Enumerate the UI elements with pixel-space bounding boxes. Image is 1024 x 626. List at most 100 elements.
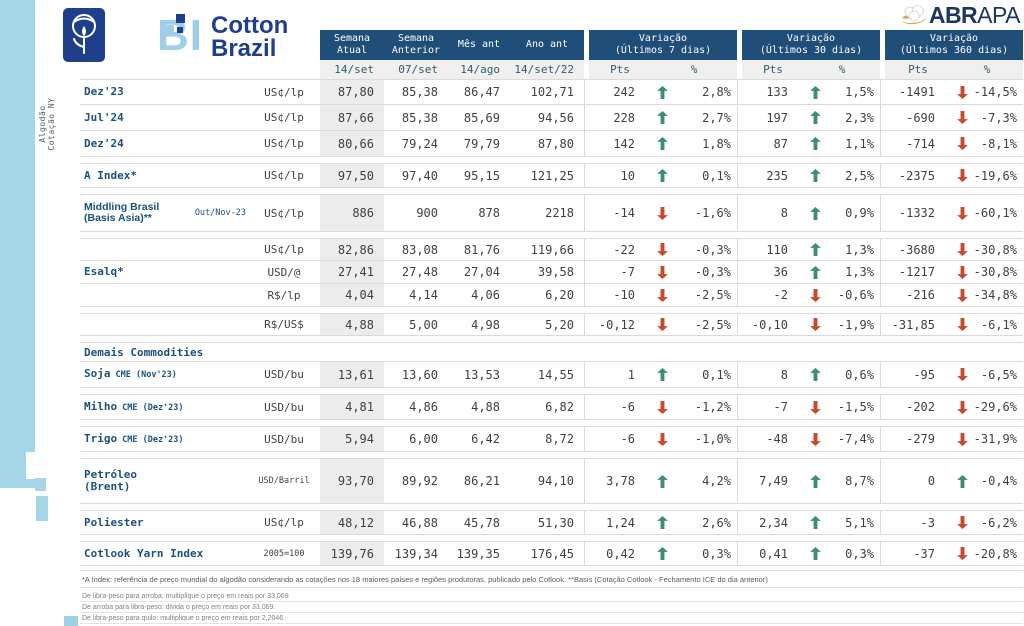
trend-arrow-icon — [657, 111, 668, 124]
var360-pts: -1491 — [898, 85, 935, 99]
var30-pts: -48 — [766, 432, 788, 446]
trend-arrow-icon — [657, 169, 668, 182]
var360-pts: -279 — [906, 432, 935, 446]
var360-pct: -14,5% — [951, 80, 1023, 104]
row-label: Poliester — [84, 515, 144, 529]
var7-pct: 0,1% — [651, 362, 737, 387]
trend-arrow-icon — [657, 288, 668, 302]
var7-pct: 2,8% — [651, 80, 737, 104]
table-row: Poliester US¢/lp 48,12 46,88 45,78 51,30… — [80, 510, 1023, 535]
table-row: R$/US$ 4,88 5,00 4,98 5,20 -0,12 -2,5% -… — [80, 313, 1023, 336]
var7-pct: 0,1% — [651, 164, 737, 187]
date-previous-month: 14/ago — [448, 60, 510, 79]
decor-square — [35, 478, 46, 491]
trend-arrow-icon — [957, 400, 968, 414]
row-label: Esalq* — [84, 265, 124, 278]
value-current-week: 82,86 — [320, 239, 384, 260]
row-label-cell: Jul'24 — [80, 105, 248, 130]
conversion-note: De arroba para libra-peso: divida o preç… — [80, 602, 1023, 613]
value-previous-week: 4,14 — [409, 288, 438, 302]
value-previous-week: 13,60 — [401, 367, 438, 382]
var360-pct-value: -31,9% — [973, 432, 1017, 446]
date-current-week: 14/set — [320, 60, 384, 79]
var30-pct-value: 1,1% — [845, 136, 874, 151]
trend-arrow-icon — [957, 111, 968, 124]
value-previous-week: 85,38 — [401, 85, 438, 99]
var30-pct: 0,3% — [804, 542, 880, 565]
var360-pct: -30,8% — [951, 261, 1023, 283]
var7-pct-value: -0,3% — [694, 242, 731, 257]
var30-pct-value: -1,5% — [837, 400, 874, 414]
var7-pts: -10 — [613, 288, 635, 302]
value-previous-year: 2218 — [545, 206, 574, 220]
trend-arrow-icon — [657, 516, 668, 529]
var360-pct: -31,9% — [951, 427, 1023, 451]
trend-arrow-icon — [810, 85, 821, 99]
var360-pct: -6,5% — [951, 362, 1023, 387]
table-row: Petróleo (Brent) USD/Barril 93,70 89,92 … — [80, 458, 1023, 504]
var360-pct-value: -14,5% — [973, 85, 1017, 99]
column-divider — [737, 427, 742, 451]
var360-pts: -3680 — [898, 242, 935, 257]
var360-pct-value: -7,3% — [980, 110, 1017, 125]
var30-pct-value: 1,3% — [845, 265, 874, 279]
var360-pts: -95 — [913, 367, 935, 382]
row-label: Petróleo — [84, 468, 137, 481]
col-header-semana-atual: Semana Atual — [320, 30, 384, 60]
table-row: Soja CME (Nov'23) USD/bu 13,61 13,60 13,5… — [80, 362, 1023, 388]
column-divider — [880, 314, 885, 335]
column-divider — [880, 239, 885, 260]
var360-pts: -202 — [906, 400, 935, 414]
var360-pts: -37 — [913, 546, 935, 561]
var360-pct: -7,3% — [951, 105, 1023, 130]
column-divider — [737, 511, 742, 534]
var360-pct: -34,8% — [951, 284, 1023, 306]
value-current-week: 48,12 — [320, 511, 384, 534]
row-label-sub: CME (Dez'23) — [122, 434, 184, 445]
value-previous-week: 97,40 — [401, 168, 438, 183]
abrapa-flower-icon — [900, 4, 927, 24]
conversion-note: De libra-peso para arroba: multiplique o… — [80, 591, 1023, 602]
var30-pct: 0,9% — [804, 195, 880, 231]
var30-pct-value: 5,1% — [845, 515, 874, 530]
var30-pct-value: 0,6% — [845, 367, 874, 382]
var7-pct: -1,2% — [651, 395, 737, 419]
var7-pct-value: 2,6% — [702, 515, 731, 530]
column-divider — [880, 284, 885, 306]
value-previous-month: 85,69 — [463, 110, 500, 125]
var360-pts: -216 — [906, 288, 935, 302]
table-row: R$/lp 4,04 4,14 4,06 6,20 -10 -2,5% -2 -… — [80, 284, 1023, 307]
column-divider — [584, 511, 589, 534]
column-divider — [880, 131, 885, 156]
var7-pct: 2,7% — [651, 105, 737, 130]
var7-pct-value: -0,3% — [694, 265, 731, 279]
table-row: Dez'24 US¢/lp 80,66 79,24 79,79 87,80 14… — [80, 131, 1023, 157]
table-row: Dez'23 US¢/lp 87,80 85,38 86,47 102,71 2… — [80, 79, 1023, 105]
column-divider — [880, 195, 885, 231]
unit-label: USD/Barril — [258, 476, 310, 486]
unit-label: US¢/lp — [264, 169, 304, 182]
var360-pct-value: -6,1% — [980, 317, 1017, 332]
var30-pts: 110 — [766, 242, 788, 257]
col-header-mes-ant: Mês ant — [448, 30, 510, 60]
value-previous-week: 4,86 — [409, 400, 438, 414]
var30-pts: 0,41 — [759, 546, 788, 561]
table-subheader: 14/set 07/set 14/ago 14/set/22 Pts % Pts… — [80, 60, 1023, 79]
value-current-week: 93,70 — [320, 459, 384, 503]
var360-pts: 0 — [927, 474, 935, 488]
column-divider — [737, 195, 742, 231]
value-previous-month: 4,98 — [471, 317, 500, 332]
var7-pts: -6 — [620, 432, 635, 446]
var360-pts: -2375 — [898, 168, 935, 183]
table-row: Trigo CME (Dez'23) USD/bu 5,94 6,00 6,42 … — [80, 426, 1023, 452]
trend-arrow-icon — [957, 516, 968, 529]
value-current-week: 4,04 — [320, 284, 384, 306]
trend-arrow-icon — [657, 85, 668, 99]
var30-pct-value: 0,9% — [845, 206, 874, 220]
value-current-week: 4,88 — [320, 314, 384, 335]
col-header-var-360d: Variação (Últimos 360 dias) — [885, 30, 1023, 60]
pts-header-7d: Pts — [589, 60, 651, 79]
trend-arrow-icon — [657, 432, 668, 446]
value-previous-month: 878 — [478, 206, 500, 220]
value-previous-year: 14,55 — [537, 367, 574, 382]
